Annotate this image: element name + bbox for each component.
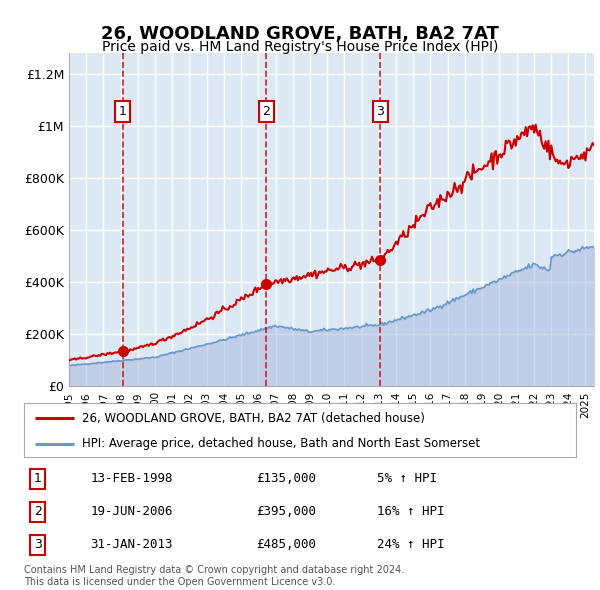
- Text: 3: 3: [376, 105, 384, 118]
- Text: HPI: Average price, detached house, Bath and North East Somerset: HPI: Average price, detached house, Bath…: [82, 437, 480, 450]
- Text: 13-FEB-1998: 13-FEB-1998: [90, 472, 173, 486]
- Text: 5% ↑ HPI: 5% ↑ HPI: [377, 472, 437, 486]
- Text: 24% ↑ HPI: 24% ↑ HPI: [377, 538, 445, 552]
- Text: 31-JAN-2013: 31-JAN-2013: [90, 538, 173, 552]
- Text: Contains HM Land Registry data © Crown copyright and database right 2024.
This d: Contains HM Land Registry data © Crown c…: [24, 565, 404, 587]
- Text: £135,000: £135,000: [256, 472, 316, 486]
- Text: £485,000: £485,000: [256, 538, 316, 552]
- Text: 1: 1: [119, 105, 127, 118]
- Text: Price paid vs. HM Land Registry's House Price Index (HPI): Price paid vs. HM Land Registry's House …: [102, 40, 498, 54]
- Text: 2: 2: [262, 105, 271, 118]
- Text: 2: 2: [34, 505, 42, 519]
- Text: 1: 1: [34, 472, 42, 486]
- Text: 26, WOODLAND GROVE, BATH, BA2 7AT (detached house): 26, WOODLAND GROVE, BATH, BA2 7AT (detac…: [82, 412, 425, 425]
- Text: 3: 3: [34, 538, 42, 552]
- Text: 26, WOODLAND GROVE, BATH, BA2 7AT: 26, WOODLAND GROVE, BATH, BA2 7AT: [101, 25, 499, 43]
- Text: 16% ↑ HPI: 16% ↑ HPI: [377, 505, 445, 519]
- Text: 19-JUN-2006: 19-JUN-2006: [90, 505, 173, 519]
- Text: £395,000: £395,000: [256, 505, 316, 519]
